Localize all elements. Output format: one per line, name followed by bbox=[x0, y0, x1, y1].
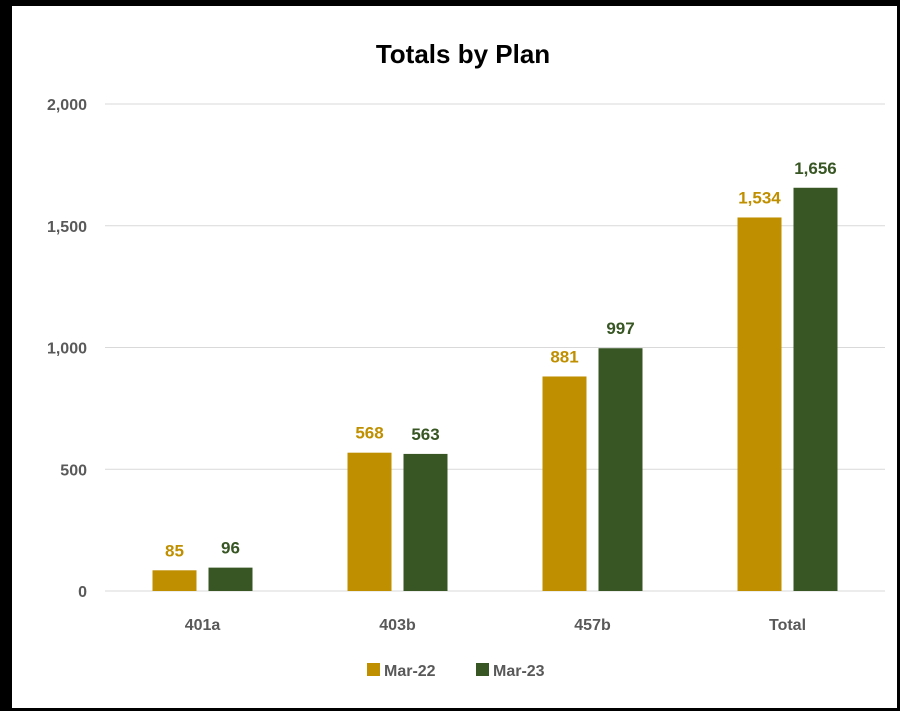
bar-mar-22-total bbox=[737, 217, 782, 591]
bar-mar-23-401a bbox=[208, 567, 253, 591]
data-label: 1,534 bbox=[738, 188, 781, 207]
x-tick-label: 403b bbox=[379, 617, 416, 634]
data-label: 563 bbox=[411, 425, 439, 444]
data-label: 568 bbox=[355, 424, 383, 443]
y-tick-label: 1,000 bbox=[47, 341, 87, 358]
y-tick-label: 1,500 bbox=[47, 219, 87, 236]
y-tick-label: 0 bbox=[78, 584, 87, 601]
data-label: 881 bbox=[550, 347, 578, 366]
bar-mar-23-403b bbox=[403, 453, 448, 591]
y-tick-label: 500 bbox=[60, 462, 87, 479]
data-label: 85 bbox=[165, 541, 184, 560]
y-axis-ticks: 0 500 1,000 1,500 2,000 bbox=[47, 97, 87, 601]
legend-label: Mar-22 bbox=[384, 663, 436, 680]
chart-frame: Totals by Plan 0 500 1,000 1,500 2,000 85 96 5… bbox=[12, 6, 897, 708]
data-labels: 85 96 568 563 881 997 1,534 1,656 bbox=[165, 159, 837, 561]
legend: Mar-22 Mar-23 bbox=[367, 663, 545, 680]
legend-swatch bbox=[476, 663, 489, 676]
y-tick-label: 2,000 bbox=[47, 97, 87, 114]
bars bbox=[152, 187, 838, 591]
chart-title: Totals by Plan bbox=[376, 39, 550, 69]
data-label: 997 bbox=[606, 319, 634, 338]
data-label: 96 bbox=[221, 539, 240, 558]
bar-mar-22-403b bbox=[347, 452, 392, 591]
data-label: 1,656 bbox=[794, 159, 837, 178]
bar-mar-23-total bbox=[793, 187, 838, 591]
x-tick-label: Total bbox=[769, 617, 806, 634]
legend-swatch bbox=[367, 663, 380, 676]
bar-mar-22-401a bbox=[152, 570, 197, 591]
bar-mar-23-457b bbox=[598, 348, 643, 591]
x-axis-ticks: 401a 403b 457b Total bbox=[185, 617, 806, 634]
x-tick-label: 457b bbox=[574, 617, 611, 634]
bar-chart: Totals by Plan 0 500 1,000 1,500 2,000 85 96 5… bbox=[47, 39, 885, 680]
legend-label: Mar-23 bbox=[493, 663, 545, 680]
x-tick-label: 401a bbox=[185, 617, 221, 634]
bar-mar-22-457b bbox=[542, 376, 587, 591]
